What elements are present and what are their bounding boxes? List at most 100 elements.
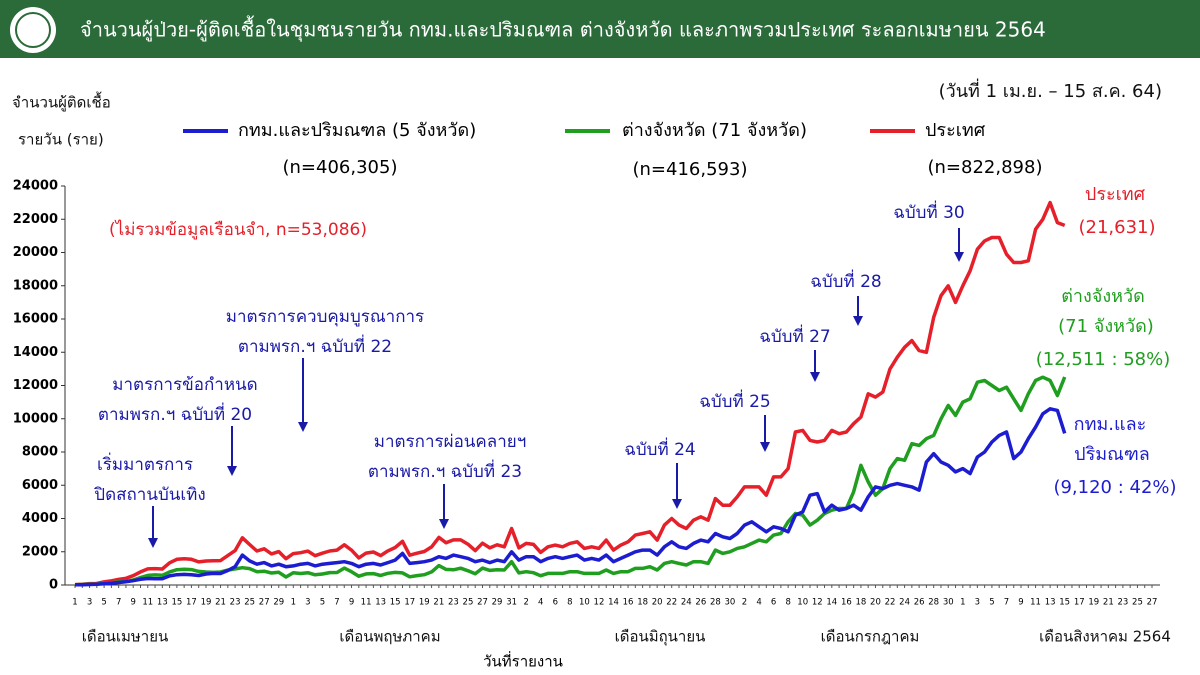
end-label: (21,631) bbox=[1078, 217, 1155, 238]
x-tick-label: 14 bbox=[826, 598, 837, 608]
y-tick-label: 10000 bbox=[13, 411, 58, 426]
x-tick-label: 11 bbox=[1030, 598, 1041, 608]
annotation: มาตรการข้อกำหนด bbox=[112, 375, 257, 395]
month-label: เดือนกรกฎาคม bbox=[821, 628, 920, 646]
x-tick-label: 17 bbox=[1074, 598, 1085, 608]
arrow-head bbox=[227, 466, 237, 476]
x-tick-label: 20 bbox=[652, 598, 663, 608]
x-tick-label: 5 bbox=[101, 598, 106, 608]
x-tick-label: 5 bbox=[320, 598, 325, 608]
arrow-head bbox=[298, 422, 308, 432]
x-tick-label: 4 bbox=[538, 598, 543, 608]
y-label: รายวัน (ราย) bbox=[18, 131, 104, 149]
y-tick-label: 24000 bbox=[13, 179, 58, 194]
x-tick-label: 16 bbox=[623, 598, 634, 608]
x-tick-label: 19 bbox=[419, 598, 430, 608]
logo-ring bbox=[15, 12, 51, 48]
x-tick-label: 27 bbox=[259, 598, 270, 608]
x-tick-label: 25 bbox=[1132, 598, 1143, 608]
arrow-head bbox=[672, 499, 682, 509]
chart-title: จำนวนผู้ป่วย-ผู้ติดเชื้อในชุมชนรายวัน กท… bbox=[80, 16, 1046, 43]
x-tick-label: 25 bbox=[244, 598, 255, 608]
annotation: ฉบับที่ 25 bbox=[699, 389, 770, 412]
legend-note: (n=416,593) bbox=[633, 159, 748, 180]
x-tick-label: 19 bbox=[1088, 598, 1099, 608]
x-tick-label: 15 bbox=[1059, 598, 1070, 608]
x-tick-label: 24 bbox=[681, 598, 692, 608]
month-label: เดือนสิงหาคม 2564 bbox=[1039, 628, 1171, 646]
x-tick-label: 1 bbox=[960, 598, 965, 608]
y-tick-label: 6000 bbox=[22, 478, 58, 493]
end-label: ปริมณฑล bbox=[1074, 444, 1150, 465]
legend-label: กทม.และปริมณฑล (5 จังหวัด) bbox=[238, 120, 476, 141]
x-tick-label: 6 bbox=[771, 598, 776, 608]
legend-note: (n=822,898) bbox=[928, 157, 1043, 178]
annotations: เริ่มมาตรการ ปิดสถานบันเทิง มาตรการข้อกำ… bbox=[93, 200, 965, 548]
x-tick-label: 10 bbox=[579, 598, 590, 608]
x-tick-label: 23 bbox=[230, 598, 241, 608]
annotation: ฉบับที่ 30 bbox=[893, 200, 964, 223]
y-tick-label: 4000 bbox=[22, 511, 58, 526]
annotation: มาตรการควบคุมบูรณาการ bbox=[226, 307, 424, 327]
arrow-head bbox=[148, 538, 158, 548]
x-tick-label: 12 bbox=[594, 598, 605, 608]
x-tick-label: 13 bbox=[375, 598, 386, 608]
x-tick-label: 3 bbox=[87, 598, 92, 608]
annotation: มาตรการผ่อนคลายฯ bbox=[374, 432, 527, 452]
x-tick-label: 13 bbox=[157, 598, 168, 608]
x-tick-label: 7 bbox=[334, 598, 339, 608]
end-label: กทม.และ bbox=[1074, 414, 1147, 435]
x-tick-label: 29 bbox=[492, 598, 503, 608]
x-tick-label: 9 bbox=[131, 598, 136, 608]
y-tick-label: 18000 bbox=[13, 278, 58, 293]
legend-note: (n=406,305) bbox=[283, 157, 398, 178]
x-tick-label: 25 bbox=[463, 598, 474, 608]
annotation: ตามพรก.ฯ ฉบับที่ 22 bbox=[238, 334, 392, 357]
arrow-head bbox=[954, 252, 964, 262]
x-tick-label: 21 bbox=[1103, 598, 1114, 608]
end-label: ประเทศ bbox=[1085, 184, 1146, 205]
x-tick-label: 23 bbox=[448, 598, 459, 608]
y-tick-label: 12000 bbox=[13, 378, 58, 393]
month-label: เดือนเมษายน bbox=[82, 628, 169, 646]
annotation: ปิดสถานบันเทิง bbox=[93, 485, 205, 505]
x-tick-label: 26 bbox=[914, 598, 925, 608]
x-tick-label: 20 bbox=[870, 598, 881, 608]
y-label: จำนวนผู้ติดเชื้อ bbox=[12, 92, 111, 112]
x-tick-label: 2 bbox=[523, 598, 528, 608]
x-tick-label: 3 bbox=[975, 598, 980, 608]
x-tick-label: 30 bbox=[943, 598, 954, 608]
y-tick-label: 0 bbox=[49, 578, 58, 593]
arrow-head bbox=[853, 316, 863, 326]
x-tick-label: 19 bbox=[201, 598, 212, 608]
note: (ไม่รวมข้อมูลเรือนจำ, n=53,086) bbox=[109, 219, 367, 240]
annotation: ฉบับที่ 24 bbox=[624, 437, 695, 460]
x-tick-label: 28 bbox=[928, 598, 939, 608]
y-tick-label: 8000 bbox=[22, 445, 58, 460]
x-label: วันที่รายงาน bbox=[483, 651, 563, 671]
x-tick-label: 27 bbox=[1147, 598, 1158, 608]
month-label: เดือนมิถุนายน bbox=[615, 628, 706, 647]
x-tick-label: 15 bbox=[171, 598, 182, 608]
x-tick-label: 27 bbox=[477, 598, 488, 608]
x-tick-label: 10 bbox=[797, 598, 808, 608]
header-bar bbox=[0, 0, 1200, 58]
subtitle: (วันที่ 1 เม.ย. – 15 ส.ค. 64) bbox=[939, 78, 1162, 102]
arrow-head bbox=[810, 372, 820, 382]
x-tick-label: 22 bbox=[885, 598, 896, 608]
end-label: (9,120 : 42%) bbox=[1053, 477, 1176, 498]
end-label: (12,511 : 58%) bbox=[1036, 349, 1171, 370]
x-tick-label: 7 bbox=[116, 598, 121, 608]
annotation: ฉบับที่ 28 bbox=[810, 269, 881, 292]
x-tick-label: 23 bbox=[1117, 598, 1128, 608]
x-tick-label: 21 bbox=[433, 598, 444, 608]
legend-label: ต่างจังหวัด (71 จังหวัด) bbox=[622, 120, 807, 141]
x-tick-label: 8 bbox=[785, 598, 790, 608]
annotation: ตามพรก.ฯ ฉบับที่ 20 bbox=[98, 402, 252, 425]
x-tick-label: 11 bbox=[361, 598, 372, 608]
x-tick-label: 14 bbox=[608, 598, 619, 608]
series-line bbox=[74, 407, 1067, 587]
arrow-head bbox=[439, 519, 449, 529]
y-tick-label: 20000 bbox=[13, 245, 58, 260]
x-tick-label: 31 bbox=[506, 598, 517, 608]
